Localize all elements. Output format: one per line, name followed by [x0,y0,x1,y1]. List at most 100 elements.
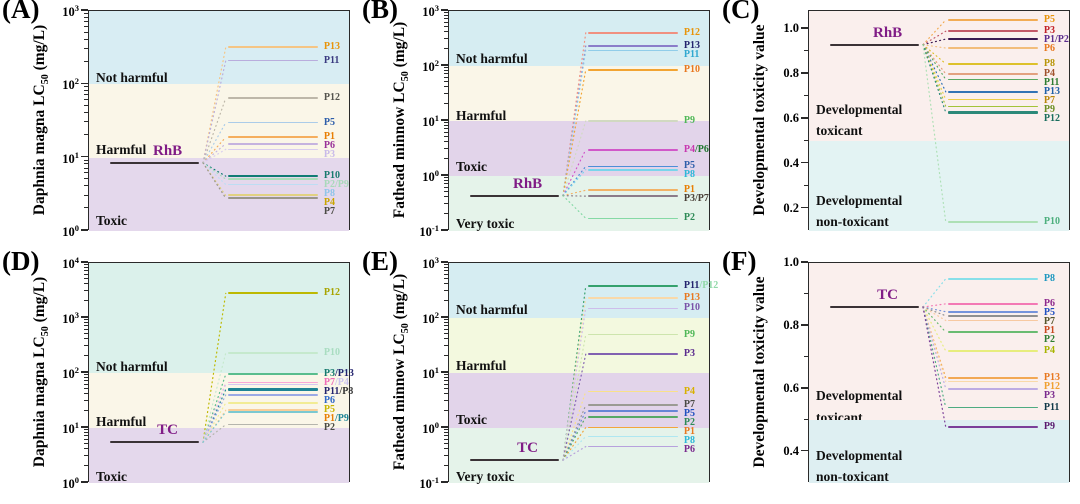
minor-tick-mark [444,431,448,433]
connector-line [202,424,227,443]
series-label-p9: P9 [1044,422,1055,432]
minor-tick-mark [444,299,448,301]
series-line-p13 [947,90,1039,93]
series-label-seg: P7 [323,377,335,389]
series-label-seg: P8 [323,188,335,200]
series-line-p5 [947,19,1039,21]
series-label-seg: P4 [1043,67,1055,79]
series-label-seg: P4 [1043,345,1055,356]
minor-tick-mark [84,38,88,40]
tick-label: 103 [422,255,439,272]
series-label-seg: P2 [683,417,695,429]
tick-label: 104 [62,255,79,272]
minor-tick-mark [84,278,88,280]
connector-line [922,44,947,75]
series-line-p5 [227,121,319,124]
tick-label: 101 [422,113,439,130]
tick-mark [441,481,448,483]
minor-tick-mark [444,283,448,285]
series-label-seg: P4 [683,385,695,397]
minor-tick-mark [84,354,88,356]
connector-lines [562,32,587,219]
series-label-p3-p13: P3/P13 [324,369,354,379]
series-line-p10 [587,69,679,71]
series-line-extra [227,411,319,413]
series-line-p13 [587,297,679,299]
series-line-p6 [587,445,679,448]
series-line-p8 [947,62,1039,65]
minor-tick-mark [84,319,88,321]
zone-label-developmental-non-toxicant: Developmental non-toxicant [816,447,903,485]
zone-label-harmful: Harmful [96,414,147,430]
series-label-seg: P3 [1043,25,1055,37]
series-label-p9: P9 [684,116,695,126]
connector-line [202,409,227,443]
series-label-p3: P3 [324,150,335,160]
minor-tick-mark [444,86,448,88]
panel-f: (F) Developmental toxicity value Developme… [720,246,1080,504]
series-line-p4-p6 [587,148,679,151]
minor-tick-mark [444,26,448,28]
connector-line [562,195,587,219]
series-line-p11 [587,49,679,52]
series-label-seg: P2/P9 [323,179,349,191]
tick-mark [801,206,808,209]
series-line-p7 [947,98,1039,101]
series-label-p12: P12 [1044,113,1060,124]
connector-line [202,148,227,164]
parent-line-tc [829,305,920,309]
series-label-seg: P7 [683,399,695,411]
connector-line [922,44,947,81]
tick-mark [441,229,448,231]
series-label-seg: P10 [323,347,340,359]
minor-tick-mark [84,429,88,431]
parent-line-rhb [829,43,920,46]
series-label-p11: P11 [684,50,700,60]
minor-tick-mark [444,179,448,181]
series-label-p7: P7 [684,400,695,410]
series-label-seg: P3 [323,368,335,380]
minor-tick-mark [84,393,88,395]
tick-mark [441,174,448,176]
minor-tick-mark [84,264,88,266]
zone-label-not-harmful: Not harmful [96,69,168,85]
minor-tick-mark [804,418,808,420]
minor-tick-mark [444,321,448,323]
series-label-p13: P13 [324,42,340,52]
connector-line [562,165,587,197]
minor-tick-mark [444,203,448,205]
series-label-p5: P5 [684,409,695,419]
series-line-p8 [587,435,679,438]
series-label-seg: P5 [323,404,335,416]
tick-label: 102 [422,310,439,327]
connector-line [202,383,227,443]
tick-mark [441,64,448,66]
connector-line [202,162,227,186]
series-label-seg: P5 [1043,306,1055,318]
minor-tick-mark [84,207,88,209]
minor-tick-mark [84,328,88,330]
zone-band-developmental-non-toxicant [809,420,1069,483]
y-axis-title: Daphnia magna LC50 (mg/L) [31,24,52,216]
series-label-seg: P9 [683,115,695,126]
series-line-p5 [227,401,319,404]
series-line-p4 [947,73,1039,75]
tick-mark [81,426,88,428]
series-label-seg: P5 [1043,13,1055,25]
tick-label: 1.0 [783,20,799,35]
series-label-seg: P9 [1043,421,1055,433]
series-line-p5 [947,310,1039,313]
series-label-seg: P3 [323,149,335,161]
series-line-p4 [587,390,679,393]
series-label-seg: P6 [683,444,695,456]
series-label-seg: P5 [323,116,335,128]
minor-tick-mark [84,409,88,411]
series-label-p9: P9 [1044,104,1055,115]
tick-mark [81,82,88,85]
minor-tick-mark [444,383,448,385]
connector-line [922,278,947,308]
minor-tick-mark [444,443,448,445]
tick-label: 102 [422,58,439,75]
minor-tick-mark [444,333,448,335]
